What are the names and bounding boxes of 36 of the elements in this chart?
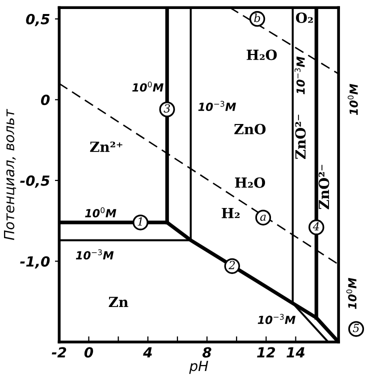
annotation: 10$^{−3}$M — [198, 100, 236, 112]
annotation: 2 — [228, 260, 235, 270]
annotation: H₂ — [222, 208, 240, 218]
annotation: Zn²⁺ — [90, 142, 122, 152]
annotation: 10$^{−3}$M — [76, 249, 114, 260]
x-tick-label: 0 — [84, 347, 94, 358]
annotation: Zn — [108, 296, 128, 308]
annotation: ZnO²⁻ — [318, 164, 330, 210]
text: 5 — [352, 324, 360, 332]
x-tick-label: 12 — [257, 347, 276, 358]
annotation: H₂O — [234, 177, 266, 188]
x-axis-title: pH — [189, 360, 208, 374]
y-axis-title: Потенциал, вольт — [4, 108, 16, 240]
y-tick-label: -1,0 — [20, 256, 50, 268]
annotation: O₂ — [296, 12, 313, 23]
annotation: a — [260, 214, 266, 221]
annotation: 10$^{0}$M — [132, 81, 164, 92]
annotation: 10$^{−3}$M — [294, 56, 305, 94]
x-tick-label: 14 — [286, 347, 305, 358]
annotation: 4 — [312, 222, 320, 230]
x-tick-label: -2 — [52, 347, 66, 358]
y-tick-label: -0,5 — [20, 175, 50, 188]
annotation: 3 — [164, 104, 170, 113]
annotation: 10$^{0}$M — [85, 207, 116, 218]
text: 10$^{0}$M — [348, 84, 358, 116]
y-tick-label: 0 — [41, 94, 50, 106]
annotation: 1 — [138, 217, 142, 226]
x-tick-label: 8 — [202, 347, 212, 358]
annotation: H₂O — [246, 50, 277, 60]
annotation: ZnO — [234, 124, 266, 134]
x-tick-label: 4 — [143, 347, 152, 358]
annotation: ZnO²⁻ — [295, 114, 306, 160]
annotation: 10$^{−3}$M — [258, 314, 296, 324]
annotation: b — [254, 14, 260, 22]
y-tick-label: 0,5 — [26, 14, 50, 26]
text: 10$^{0}$M — [346, 278, 356, 309]
